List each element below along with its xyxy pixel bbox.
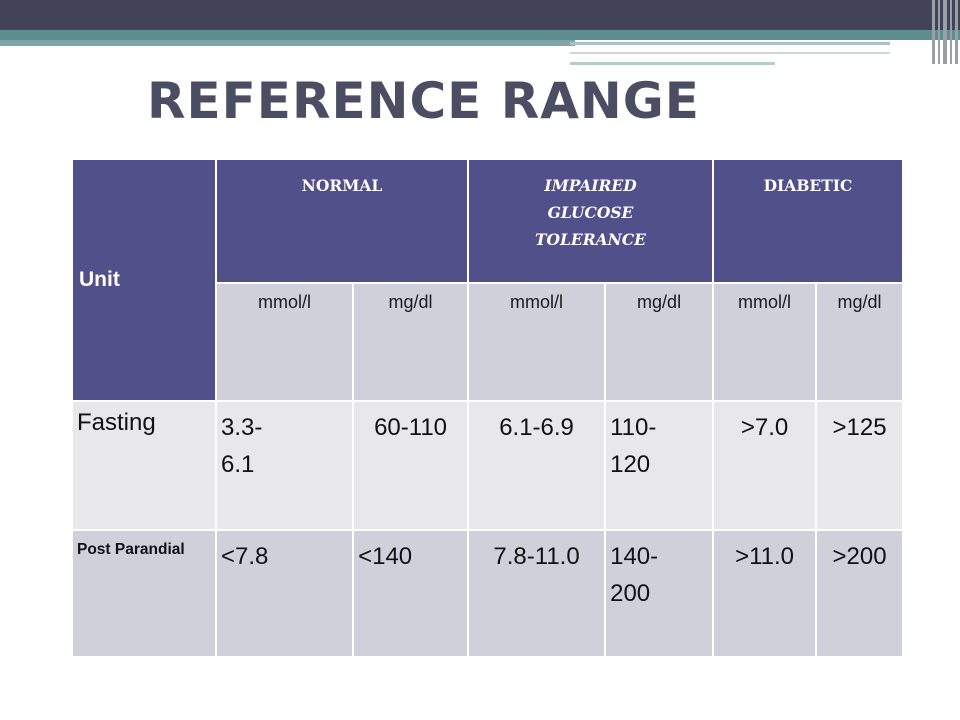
table-cell: >11.0	[711, 529, 818, 658]
top-bar-teal-accent	[0, 40, 575, 46]
table-cell: 60-110	[352, 400, 469, 531]
cell-value: 110-120	[610, 414, 657, 478]
unit-header: Unit	[71, 158, 217, 402]
table-cell: 6.1-6.9	[466, 400, 607, 531]
group-header-diabetic: DIABETIC	[712, 158, 904, 284]
row-label: Post Parandial	[71, 529, 217, 658]
unit-label: mg/dl	[352, 282, 469, 402]
group-header-row: Unit NORMAL IMPAIRED GLUCOSE TOLERANCE D…	[71, 158, 904, 402]
unit-header-row: mmol/l mg/dl mmol/l mg/dl mmol/l mg/dl	[72, 282, 904, 402]
group-header-impaired-text: IMPAIRED GLUCOSE TOLERANCE	[535, 176, 646, 249]
slide-title: REFERENCE RANGE	[147, 72, 700, 130]
table-cell: 110-120	[604, 400, 714, 531]
decorative-vertical-stripes	[930, 0, 960, 64]
row-label: Fasting	[71, 400, 217, 531]
table-row: Post Parandial <7.8 <140 7.8-11.0 140-20…	[71, 529, 904, 658]
reference-range-table: Unit NORMAL IMPAIRED GLUCOSE TOLERANCE D…	[71, 158, 904, 658]
table-cell: 3.3-6.1	[214, 400, 355, 531]
table-cell: 7.8-11.0	[466, 529, 607, 658]
group-header-impaired: IMPAIRED GLUCOSE TOLERANCE	[467, 158, 714, 284]
top-bar-dark	[0, 0, 960, 30]
table-cell: >7.0	[711, 400, 818, 531]
unit-label: mg/dl	[604, 282, 714, 402]
unit-label: mmol/l	[466, 282, 607, 402]
row-label-text: Post Parandial	[77, 541, 185, 558]
table-cell: <140	[352, 529, 469, 658]
table-cell: 140-200	[604, 529, 714, 658]
decorative-line	[570, 62, 775, 65]
cell-value: 140-200	[610, 543, 659, 607]
unit-label: mmol/l	[214, 282, 355, 402]
decorative-line	[570, 52, 890, 54]
decorative-line	[570, 42, 890, 45]
group-header-normal: NORMAL	[215, 158, 469, 284]
unit-label: mmol/l	[711, 282, 818, 402]
table-cell: >125	[815, 400, 904, 531]
unit-label: mg/dl	[815, 282, 904, 402]
top-bar-teal	[0, 30, 960, 40]
table-row: Fasting 3.3-6.1 60-110 6.1-6.9 110-120 >…	[71, 400, 904, 531]
table-cell: >200	[815, 529, 904, 658]
table-cell: <7.8	[214, 529, 355, 658]
cell-value: 3.3-6.1	[221, 414, 263, 478]
